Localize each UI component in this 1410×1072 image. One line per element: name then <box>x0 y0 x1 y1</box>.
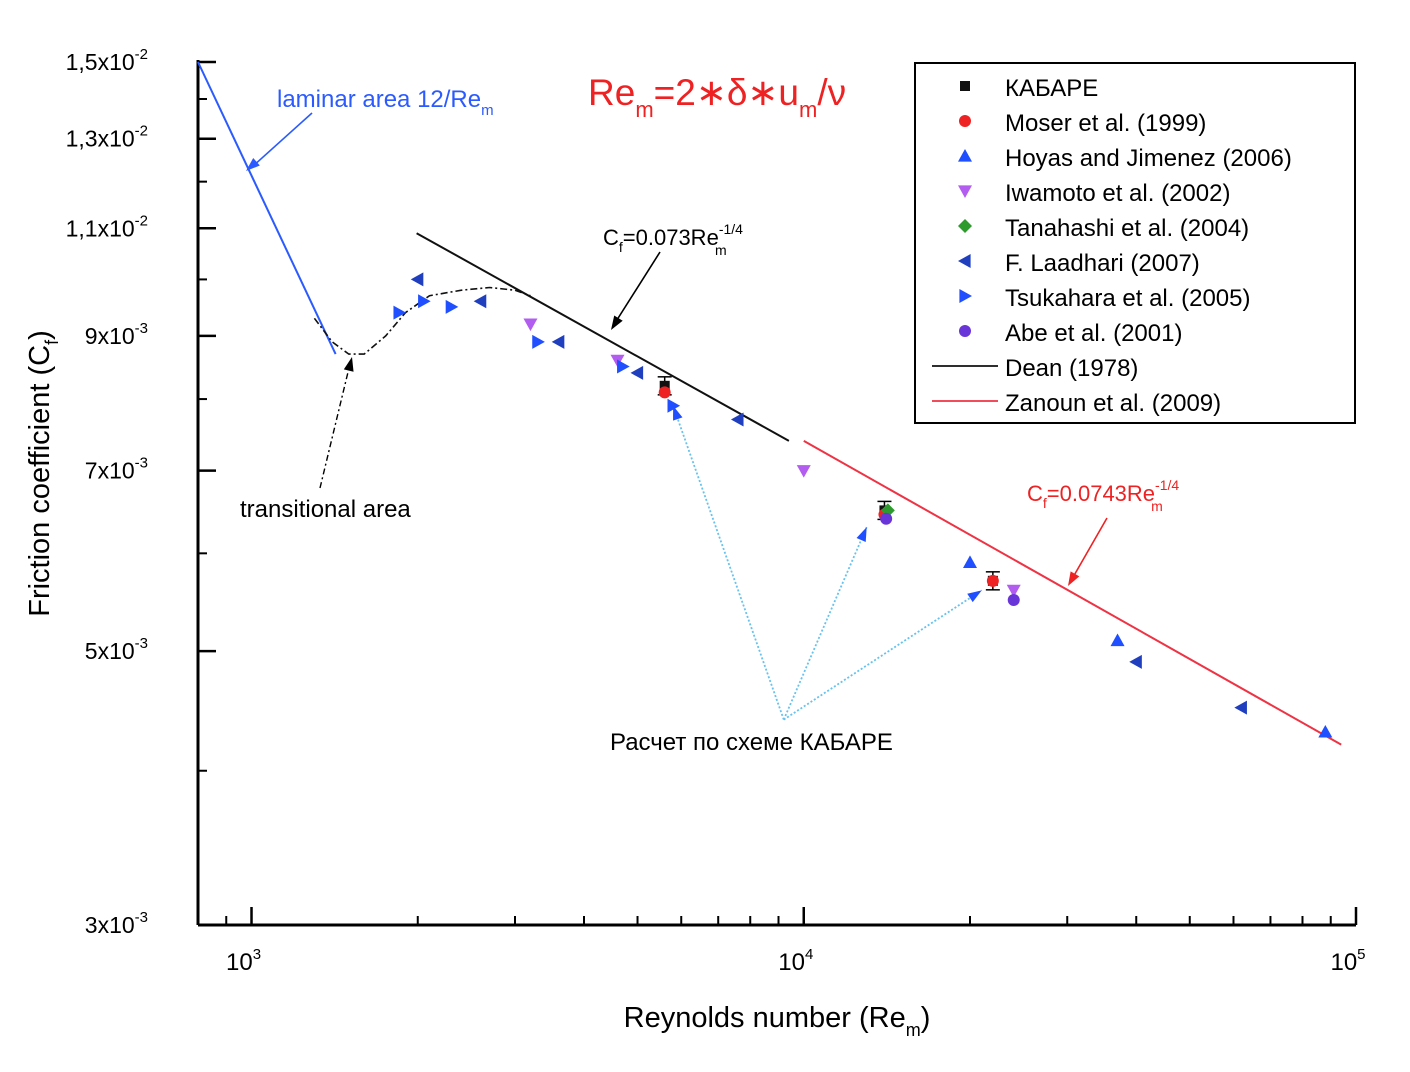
legend-entry: Tsukahara et al. (2005) <box>1005 285 1250 312</box>
kabare-pointer-line <box>672 405 785 720</box>
legend-entry: КАБАРЕ <box>1005 75 1098 102</box>
kabare-calc-label: Расчет по схеме КАБАРЕ <box>610 729 893 756</box>
kabare-pointer-line <box>782 526 868 720</box>
legend-entry: Hoyas and Jimenez (2006) <box>1005 145 1292 172</box>
point-f-laadhari-2007 <box>551 334 565 349</box>
point-abe-et-al-2001 <box>1007 593 1020 606</box>
point-hoyas-and-jimenez-2006 <box>1318 724 1333 738</box>
legend-marker <box>959 289 972 303</box>
transitional-arrowhead <box>343 357 354 372</box>
y-tick-label: 1,1x10-2 <box>66 212 148 241</box>
point-f-laadhari-2007 <box>473 294 487 309</box>
reynolds-definition: Rem=2∗δ∗um/ν <box>588 72 846 122</box>
legend-box <box>914 62 1356 424</box>
point-hoyas-and-jimenez-2006 <box>963 555 977 568</box>
axes-layer: 103 104 105 1,5x10-2 1,3x10-2 1,1x10-2 9x10-3 7… <box>24 46 1366 1040</box>
point-abe-et-al-2001 <box>880 512 893 525</box>
laminar-label: laminar area 12/Rem <box>277 86 494 119</box>
transitional-arrow <box>319 367 350 489</box>
y-tick-label: 1,3x10-2 <box>66 123 148 152</box>
laminar-line <box>197 61 337 355</box>
legend-entry: Abe et al. (2001) <box>1005 320 1182 347</box>
legend-marker <box>959 325 971 337</box>
dean-line <box>416 232 790 442</box>
point-tsukahara-et-al-2005 <box>393 305 407 320</box>
x-tick-label: 104 <box>778 946 813 976</box>
zanoun-formula: Cf=0.0743Re-1/4 m <box>1027 477 1179 514</box>
y-tick-label: 5x10-3 <box>85 635 148 664</box>
y-tick-label: 1,5x10-2 <box>66 46 148 75</box>
point-f-laadhari-2007 <box>730 412 744 427</box>
legend-entry: Iwamoto et al. (2002) <box>1005 180 1230 207</box>
y-tick-label: 7x10-3 <box>85 455 148 484</box>
points-layer <box>393 272 1333 738</box>
transitional-label: transitional area <box>240 496 411 523</box>
x-tick-label: 103 <box>226 946 261 976</box>
legend-entry: Moser et al. (1999) <box>1005 110 1206 137</box>
x-tick-label: 105 <box>1330 946 1365 976</box>
kabare-pointer-arrowhead <box>673 405 683 421</box>
annotations-layer: laminar area 12/Rem Rem=2∗δ∗um/ν Cf=0.073R… <box>240 72 1179 756</box>
point-moser-et-al-1999 <box>658 386 671 399</box>
legend-entry: Dean (1978) <box>1005 355 1138 382</box>
kabare-pointer-line <box>783 589 983 721</box>
point-кабаре <box>659 380 670 391</box>
point-tsukahara-et-al-2005 <box>532 334 545 349</box>
zanoun-arrow <box>1071 517 1108 580</box>
legend-marker <box>958 219 972 233</box>
dean-arrowhead <box>611 315 623 330</box>
legend-marker <box>958 149 972 162</box>
point-tsukahara-et-al-2005 <box>667 398 681 413</box>
point-iwamoto-et-al-2002 <box>796 465 811 478</box>
point-tsukahara-et-al-2005 <box>445 299 459 314</box>
legend-marker <box>959 115 971 127</box>
dean-arrow <box>614 251 661 324</box>
legend-entry: Zanoun et al. (2009) <box>1005 390 1221 417</box>
legend-entry: F. Laadhari (2007) <box>1005 250 1200 277</box>
x-axis-label: Reynolds number (Rem) <box>624 1002 931 1040</box>
point-f-laadhari-2007 <box>630 365 644 380</box>
kabare-pointer-arrowhead <box>856 527 867 543</box>
lines-layer <box>197 61 1342 746</box>
point-f-laadhari-2007 <box>410 272 424 287</box>
point-iwamoto-et-al-2002 <box>1006 584 1021 598</box>
point-iwamoto-et-al-2002 <box>523 318 538 332</box>
zanoun-line <box>803 440 1342 746</box>
y-tick-label: 9x10-3 <box>85 320 148 349</box>
point-tsukahara-et-al-2005 <box>617 359 630 374</box>
point-hoyas-and-jimenez-2006 <box>1110 633 1125 647</box>
zanoun-arrowhead <box>1068 571 1080 586</box>
legend-marker <box>958 185 972 198</box>
legend: КАБАРЕ Moser et al. (1999) Hoyas and Jimen… <box>914 62 1356 424</box>
dean-formula: Cf=0.073Re-1/4 m <box>603 221 743 258</box>
y-axis-label: Friction coefficient (Cf) <box>24 330 62 617</box>
point-moser-et-al-1999 <box>986 574 999 587</box>
point-tsukahara-et-al-2005 <box>418 294 431 309</box>
legend-entry: Tanahashi et al. (2004) <box>1005 215 1249 242</box>
legend-marker <box>958 254 971 268</box>
point-f-laadhari-2007 <box>1234 700 1247 715</box>
legend-marker <box>960 81 970 91</box>
point-f-laadhari-2007 <box>1129 654 1142 669</box>
laminar-arrow <box>251 112 313 168</box>
kabare-pointer-arrowhead <box>967 590 982 603</box>
y-tick-label: 3x10-3 <box>85 909 148 938</box>
laminar-arrowhead <box>246 158 260 171</box>
